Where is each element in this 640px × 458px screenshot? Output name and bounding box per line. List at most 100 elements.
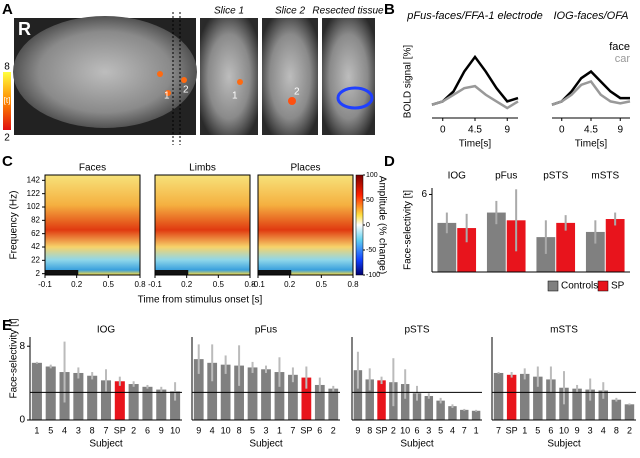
slice-2 [262,18,318,135]
x-tick-label: 2 [627,425,632,435]
bar [128,384,139,420]
bar [400,384,410,420]
legend-entry: face [609,41,630,53]
resected-outline [336,86,374,110]
bar [598,390,609,420]
x-axis-label: Subject [89,439,123,450]
legend-swatch [547,280,559,292]
y-axis-label: Frequency (Hz) [9,191,20,260]
x-tick-label: 5 [250,425,255,435]
x-tick-label: 0.2 [71,280,83,289]
legend-swatch [597,280,609,292]
x-tick-label: SP [114,425,126,435]
spectrogram-title: Limbs [189,163,216,174]
x-tick-label: 2 [331,425,336,435]
bar [261,369,271,420]
chart-title: pSTS [404,325,429,336]
x-axis-label: Time[s] [459,139,492,150]
x-axis-label: Subject [249,439,283,450]
bar [546,379,556,420]
bar [288,374,298,420]
x-tick-label: 4.5 [584,125,598,136]
spectrogram-title: Faces [79,163,106,174]
x-tick-label: pFus [495,171,517,182]
x-tick-label: 4 [210,425,215,435]
chart-title: IOG [97,325,116,336]
colorbar-tick-label: 100 [366,172,378,179]
bar [365,379,374,420]
panel-label: E [2,317,12,334]
x-tick-label: 8 [237,425,242,435]
y-tick-label: 142 [27,175,41,184]
y-tick-label: 6 [421,189,427,200]
x-tick-label: 2 [131,425,136,435]
colorbar-tick-label: 50 [366,197,374,204]
bar [412,393,422,420]
activation [181,77,187,83]
activation [237,79,243,85]
y-axis-label: Face-selectivity [t] [9,318,20,398]
bar [448,406,457,420]
colorbar-tick-label: -100 [366,272,380,279]
bar [611,399,622,420]
x-tick-label: 0 [440,125,446,136]
x-tick-label: 3 [76,425,81,435]
bar [193,359,204,420]
x-tick-label: 9 [504,125,510,136]
x-tick-label: pSTS [543,171,568,182]
bar [73,372,84,420]
x-tick-label: 9 [575,425,580,435]
bar [506,374,517,420]
electrode [288,97,296,105]
bar [536,237,556,272]
x-tick-label: -0.1 [251,280,265,289]
x-tick-label: 8 [90,425,95,435]
x-tick-label: 9 [159,425,164,435]
bar [301,377,312,420]
panel-label: D [384,153,395,170]
line [551,80,631,106]
x-tick-label: 5 [535,425,540,435]
x-tick-label: 3 [263,425,268,435]
x-tick-label: SP [376,425,388,435]
x-tick-label: 10 [170,425,180,435]
colorbar-tick: 8 [4,62,10,73]
x-tick-label: 4 [601,425,606,435]
x-tick-label: 7 [462,425,467,435]
resected-slice [322,18,375,135]
x-axis-label: Time from stimulus onset [s] [138,295,263,306]
slice-title: Slice 1 [214,6,244,17]
x-tick-label: 10 [400,425,410,435]
bar [460,409,469,420]
bar [45,366,56,420]
bar [328,388,339,420]
spectrogram-title: Places [290,163,320,174]
electrode-label: 1 [232,91,238,102]
x-tick-label: 7 [496,425,501,435]
x-tick-label: -0.1 [148,280,162,289]
x-tick-label: 5 [438,425,443,435]
spectrogram-stimulus [45,270,79,275]
electrode-label: 2 [183,85,189,96]
bar [424,396,434,420]
x-tick-label: 0.5 [213,280,225,289]
y-tick-label: 42 [31,242,40,251]
x-tick-label: 0.8 [134,280,146,289]
colorbar-label: [t] [4,96,11,105]
y-tick-label: 22 [31,255,40,264]
hemisphere: R [18,19,31,39]
colorbar-tick: 2 [4,133,10,144]
bar [486,212,506,272]
x-tick-label: 8 [367,425,372,435]
panel-label: B [384,1,395,18]
spectrogram [155,175,250,275]
spectrogram-stimulus [155,270,189,275]
legend-entry: Controls [561,281,598,292]
x-tick-label: 1 [474,425,479,435]
x-tick-label: 3 [588,425,593,435]
bar [247,367,258,420]
bar [353,370,363,420]
bar [436,400,445,420]
x-tick-label: 9 [196,425,201,435]
